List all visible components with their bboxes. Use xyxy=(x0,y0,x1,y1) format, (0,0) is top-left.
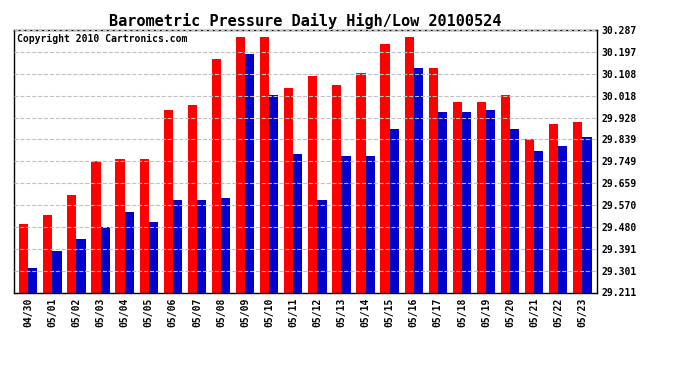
Bar xyxy=(91,161,101,292)
Bar xyxy=(525,139,534,292)
Bar xyxy=(510,129,520,292)
Bar xyxy=(212,58,221,292)
Bar xyxy=(342,156,351,292)
Bar xyxy=(52,251,61,292)
Title: Barometric Pressure Daily High/Low 20100524: Barometric Pressure Daily High/Low 20100… xyxy=(109,13,502,29)
Bar xyxy=(139,159,149,292)
Bar xyxy=(486,110,495,292)
Bar xyxy=(404,37,414,292)
Bar xyxy=(68,195,77,292)
Bar xyxy=(164,110,172,292)
Bar xyxy=(149,222,158,292)
Bar xyxy=(366,156,375,292)
Bar xyxy=(43,214,52,292)
Bar xyxy=(357,73,366,292)
Bar xyxy=(308,76,317,292)
Bar xyxy=(197,200,206,292)
Bar xyxy=(221,198,230,292)
Bar xyxy=(390,129,399,292)
Bar xyxy=(101,227,110,292)
Bar xyxy=(19,224,28,292)
Bar xyxy=(293,154,302,292)
Bar xyxy=(317,200,326,292)
Bar xyxy=(77,239,86,292)
Bar xyxy=(428,68,438,292)
Bar xyxy=(453,102,462,292)
Bar xyxy=(115,159,125,292)
Bar xyxy=(462,112,471,292)
Bar xyxy=(534,151,543,292)
Bar xyxy=(284,88,293,292)
Bar xyxy=(414,68,423,292)
Bar xyxy=(549,124,558,292)
Bar xyxy=(269,95,278,292)
Bar xyxy=(477,102,486,292)
Bar xyxy=(188,105,197,292)
Bar xyxy=(172,200,182,292)
Bar xyxy=(438,112,447,292)
Bar xyxy=(125,212,134,292)
Bar xyxy=(236,37,245,292)
Bar xyxy=(260,37,269,292)
Text: Copyright 2010 Cartronics.com: Copyright 2010 Cartronics.com xyxy=(17,34,187,44)
Bar xyxy=(380,44,390,292)
Bar xyxy=(333,86,342,292)
Bar xyxy=(501,95,510,292)
Bar xyxy=(558,146,567,292)
Bar xyxy=(582,136,591,292)
Bar xyxy=(573,122,582,292)
Bar xyxy=(245,54,254,292)
Bar xyxy=(28,268,37,292)
